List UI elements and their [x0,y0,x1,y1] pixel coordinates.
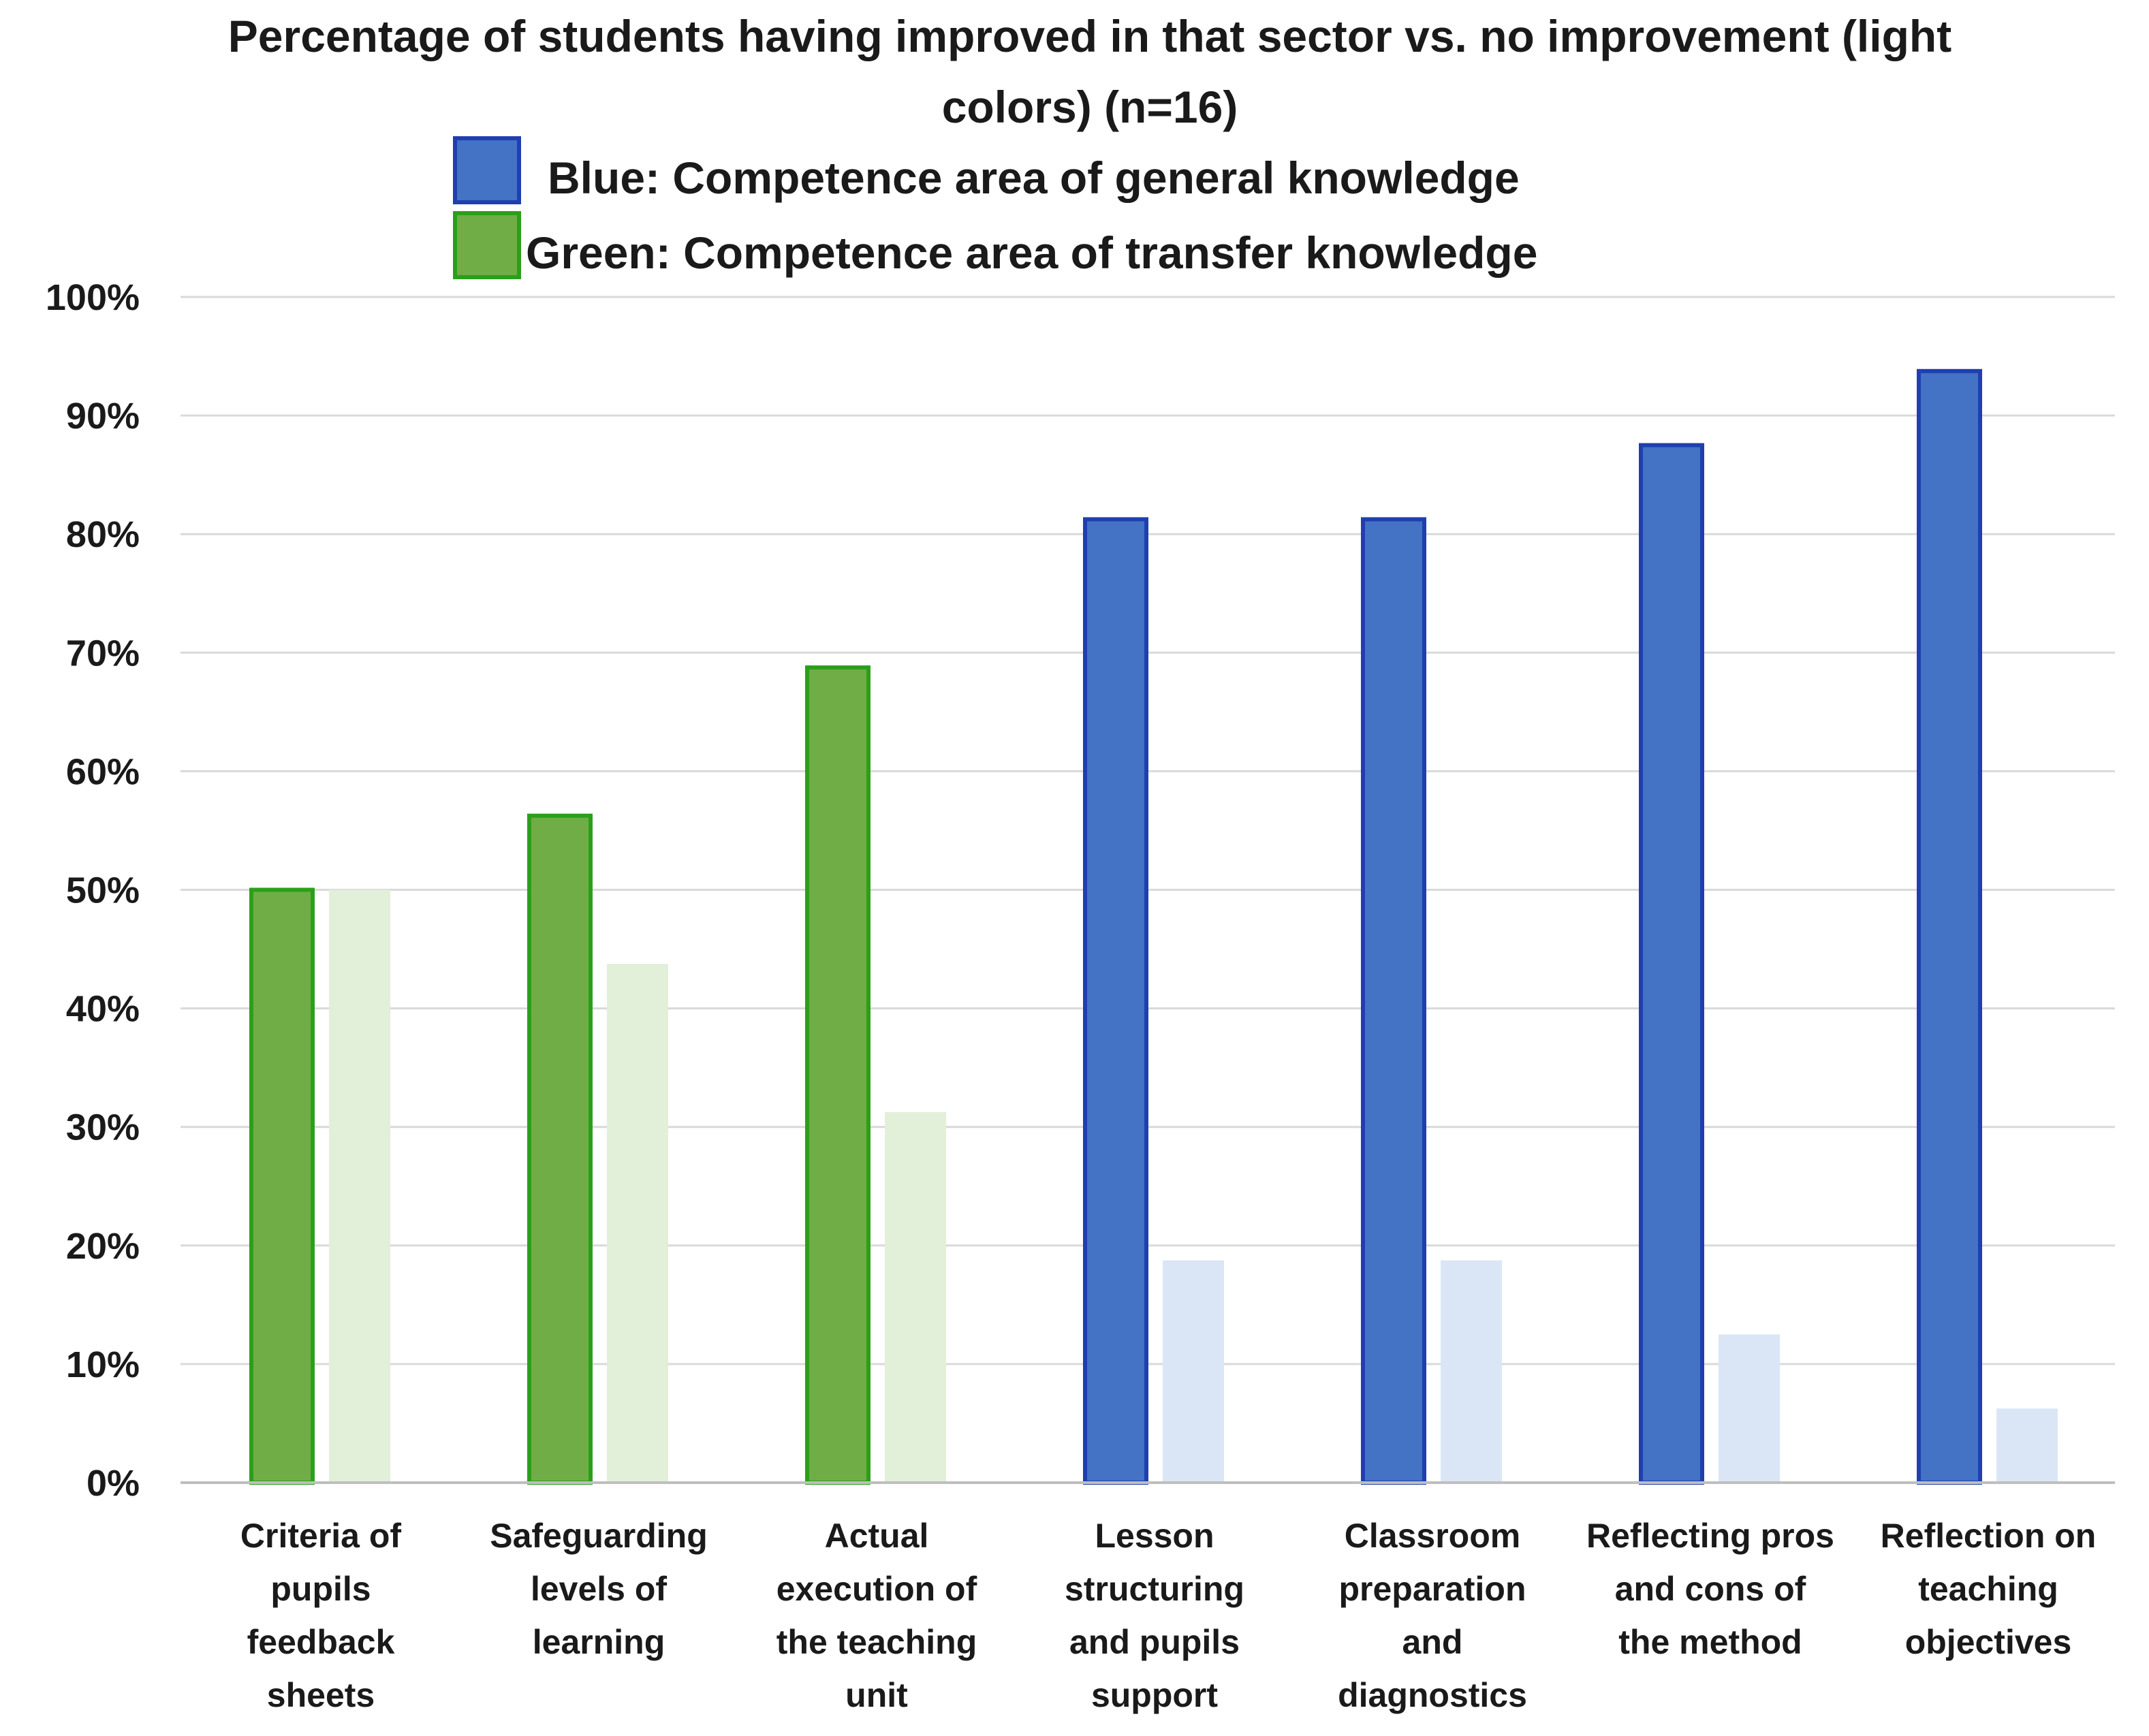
y-tick-label: 60% [66,751,140,792]
x-tick-label: Criteria of pupils feedback sheets [240,1517,402,1714]
bar-no-improvement [885,1111,946,1483]
y-tick-label: 30% [66,1107,140,1148]
bar-no-improvement [1996,1408,2058,1483]
y-tick-label: 70% [66,633,140,674]
bar-improved [1361,517,1426,1485]
bar-improved [1083,517,1148,1485]
y-tick-label: 40% [66,989,140,1030]
bar-improved [249,887,315,1485]
bar-improved [1917,368,1982,1485]
x-tick-label: Reflecting pros and cons of the method [1586,1517,1834,1661]
y-tick-label: 90% [66,396,140,437]
chart-title: Percentage of students having improved i… [228,11,1951,132]
legend-label-blue: Blue: Competence area of general knowled… [548,153,1520,203]
y-tick-label: 50% [66,870,140,911]
bar-no-improvement [607,964,668,1483]
bar-no-improvement [329,889,390,1483]
y-tick-label: 0% [87,1463,140,1504]
bars [249,368,2058,1485]
y-tick-label: 20% [66,1226,140,1267]
bar-improved [527,813,593,1485]
x-tick-label: Classroom preparation and diagnostics [1338,1517,1527,1714]
bar-improved [805,665,870,1485]
y-axis: 0% 10% 20% 30% 40% 50% 60% 70% 80% 90% 100% [46,277,140,1504]
y-tick-label: 100% [46,277,140,318]
chart-title-line-2: colors) (n=16) [942,82,1238,132]
chart-title-line-1: Percentage of students having improved i… [228,11,1951,61]
bar-improved [1639,443,1704,1485]
legend: Blue: Competence area of general knowled… [453,136,1537,279]
bar-no-improvement [1441,1260,1502,1483]
legend-swatch-green [453,211,521,279]
legend-swatch-blue [453,136,521,204]
bar-no-improvement [1719,1334,1780,1483]
x-tick-label: Safeguarding levels of learning [490,1517,707,1661]
x-axis: Criteria of pupils feedback sheets Safeguard… [240,1517,2096,1714]
y-tick-label: 10% [66,1344,140,1385]
y-tick-label: 80% [66,514,140,555]
x-tick-label: Lesson structuring and pupils support [1065,1517,1244,1714]
legend-label-green: Green: Competence area of transfer knowl… [526,227,1537,278]
x-tick-label: Actual execution of the teaching unit [777,1517,977,1714]
x-tick-label: Reflection on teaching objectives [1881,1517,2097,1661]
bar-no-improvement [1163,1260,1224,1483]
